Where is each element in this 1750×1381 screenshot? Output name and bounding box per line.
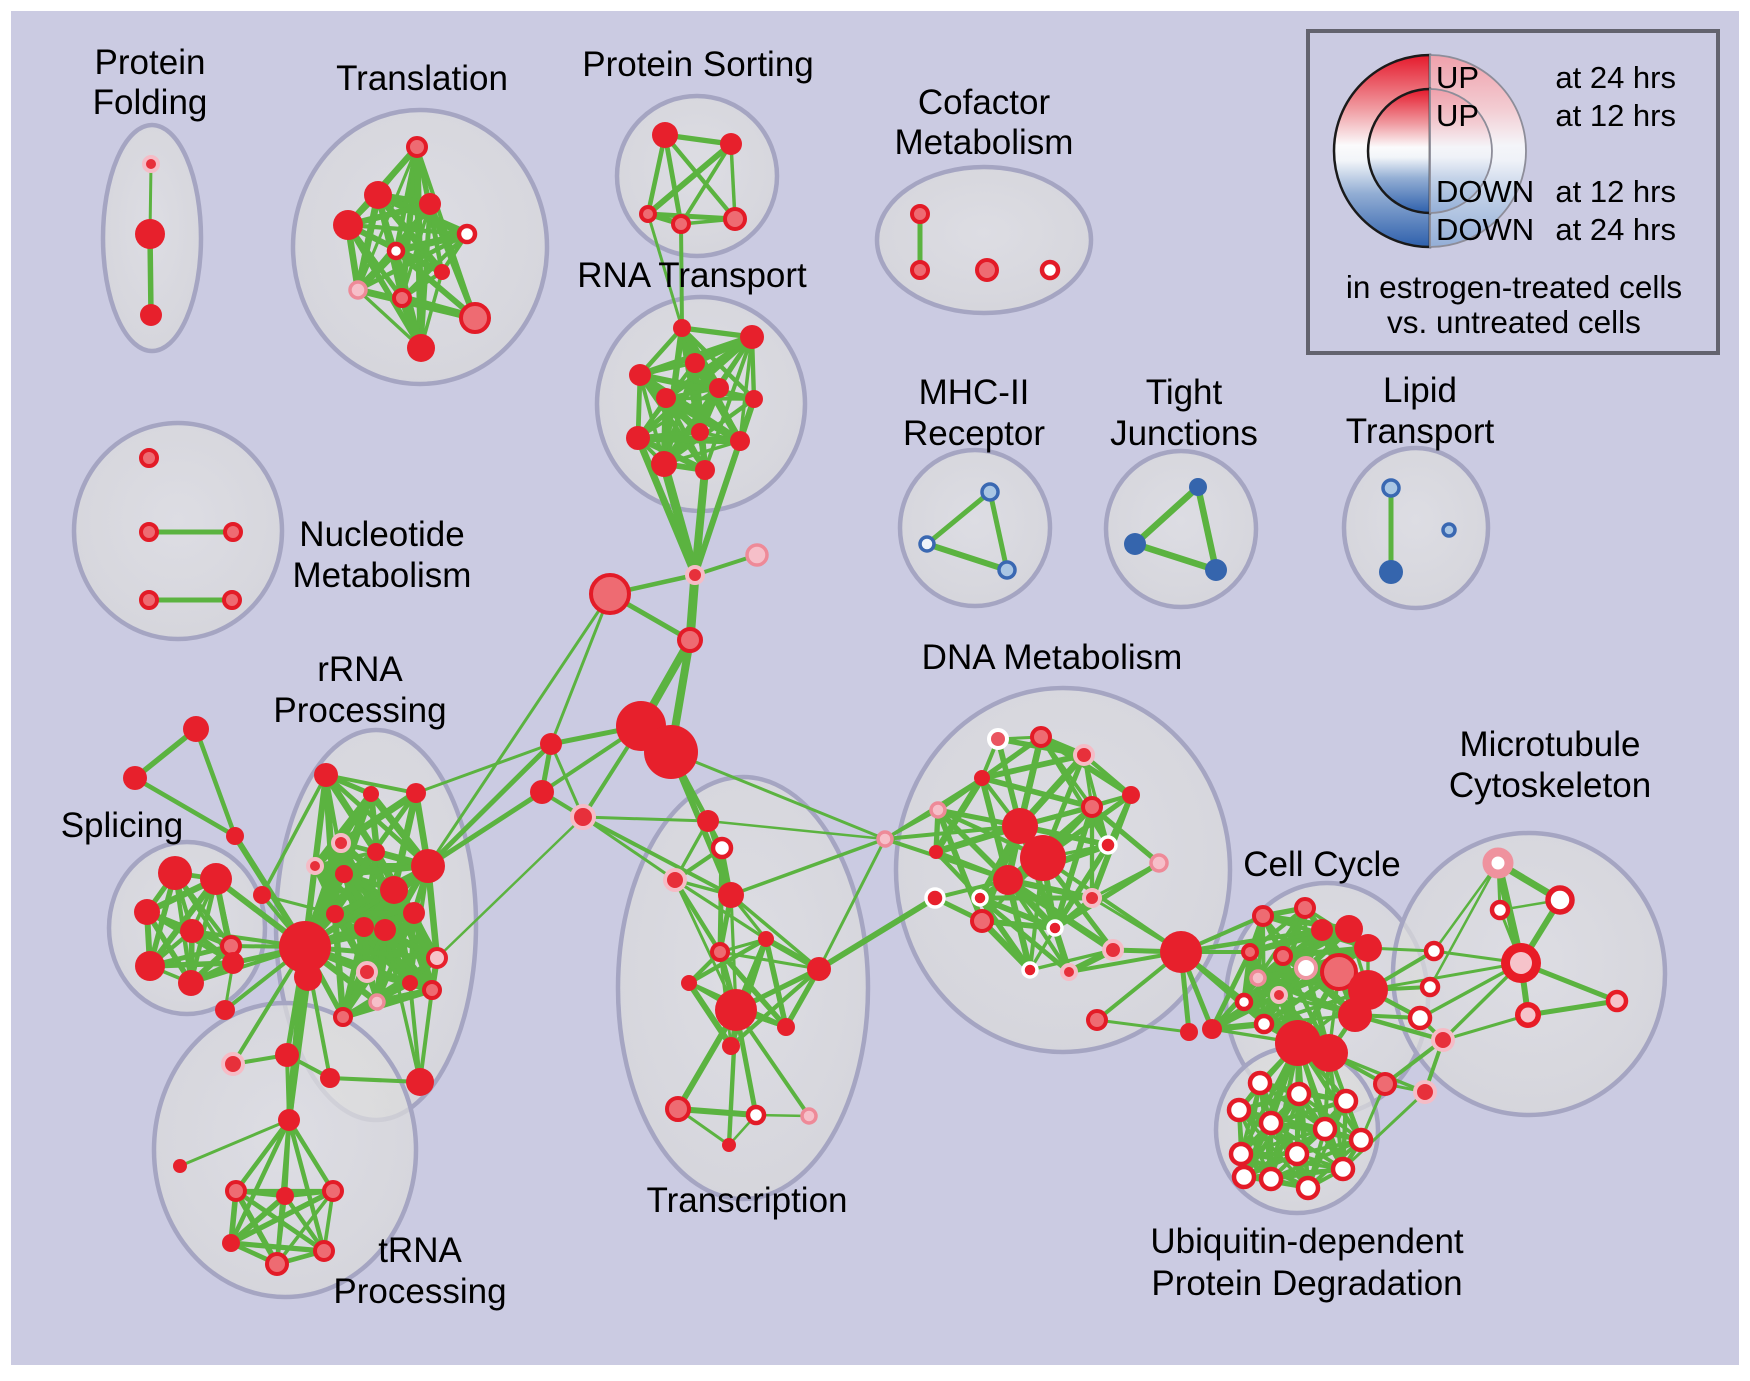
svg-text:UP: UP: [1436, 98, 1479, 133]
svg-text:Cell Cycle: Cell Cycle: [1243, 845, 1401, 884]
svg-text:Protein Degradation: Protein Degradation: [1151, 1264, 1462, 1303]
svg-text:DNA Metabolism: DNA Metabolism: [922, 638, 1183, 677]
svg-text:DOWN: DOWN: [1436, 174, 1534, 209]
svg-text:at 12 hrs: at 12 hrs: [1555, 174, 1676, 209]
svg-text:at 12 hrs: at 12 hrs: [1555, 98, 1676, 133]
svg-text:Metabolism: Metabolism: [293, 556, 472, 595]
svg-text:Translation: Translation: [336, 59, 508, 98]
svg-text:Cofactor: Cofactor: [918, 83, 1051, 122]
svg-text:MHC-II: MHC-II: [919, 373, 1030, 412]
svg-text:in estrogen-treated cells: in estrogen-treated cells: [1346, 269, 1682, 305]
svg-text:Microtubule: Microtubule: [1460, 725, 1641, 764]
svg-text:Cytoskeleton: Cytoskeleton: [1449, 766, 1651, 805]
svg-text:Receptor: Receptor: [903, 414, 1045, 453]
svg-text:Protein Sorting: Protein Sorting: [582, 45, 814, 84]
svg-text:Nucleotide: Nucleotide: [299, 515, 464, 554]
svg-text:vs. untreated cells: vs. untreated cells: [1387, 304, 1641, 340]
svg-text:Transcription: Transcription: [647, 1181, 848, 1220]
svg-text:Tight: Tight: [1146, 373, 1223, 412]
svg-text:at 24 hrs: at 24 hrs: [1555, 60, 1676, 95]
svg-text:Lipid: Lipid: [1383, 371, 1457, 410]
svg-text:Junctions: Junctions: [1110, 414, 1258, 453]
svg-text:at 24 hrs: at 24 hrs: [1555, 212, 1676, 247]
svg-text:Splicing: Splicing: [61, 806, 184, 845]
svg-text:Processing: Processing: [333, 1272, 506, 1311]
svg-text:Processing: Processing: [273, 691, 446, 730]
svg-text:Metabolism: Metabolism: [895, 123, 1074, 162]
svg-text:Transport: Transport: [1346, 412, 1495, 451]
svg-text:RNA Transport: RNA Transport: [577, 256, 807, 295]
svg-text:Folding: Folding: [93, 83, 208, 122]
svg-text:Protein: Protein: [95, 43, 206, 82]
svg-text:UP: UP: [1436, 60, 1479, 95]
svg-text:rRNA: rRNA: [317, 650, 403, 689]
svg-text:tRNA: tRNA: [378, 1231, 462, 1270]
svg-text:Ubiquitin-dependent: Ubiquitin-dependent: [1150, 1222, 1464, 1261]
svg-text:DOWN: DOWN: [1436, 212, 1534, 247]
